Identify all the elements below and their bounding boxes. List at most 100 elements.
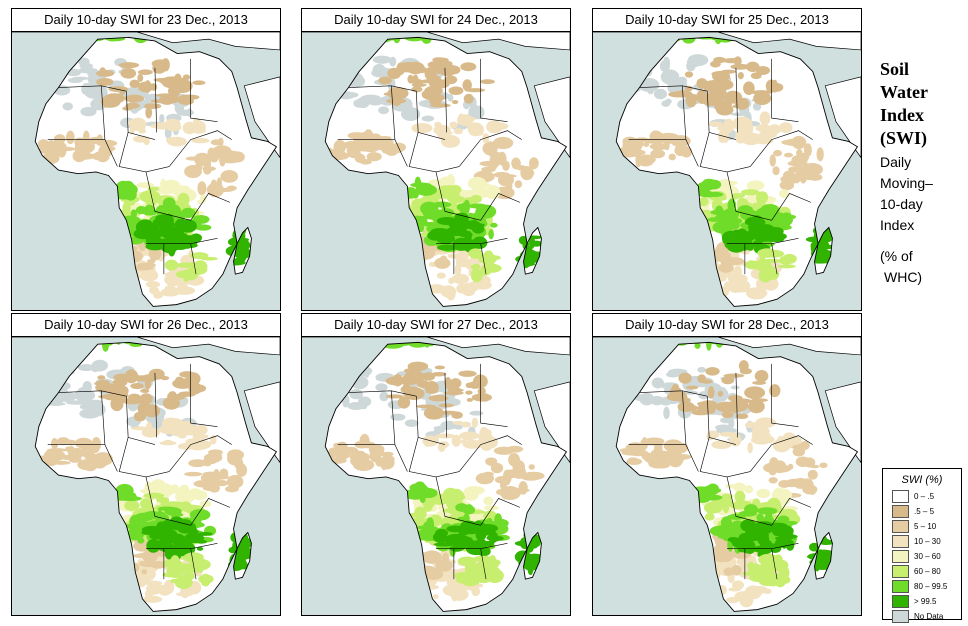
- swi-patch: [817, 549, 824, 557]
- country-border: [101, 85, 106, 140]
- swi-patch: [124, 500, 140, 511]
- swi-patch: [750, 390, 758, 400]
- swi-patch: [660, 70, 679, 85]
- swi-patch: [179, 501, 192, 512]
- swi-patch: [792, 446, 806, 457]
- swi-patch: [186, 108, 193, 117]
- swi-patch: [138, 560, 159, 568]
- swi-patch: [78, 67, 98, 74]
- swi-patch: [240, 547, 253, 560]
- swi-patch: [103, 93, 126, 104]
- africa-landmass: [616, 37, 858, 307]
- swi-patch: [425, 195, 439, 204]
- swi-patch: [182, 74, 191, 81]
- africa-coastline: [34, 341, 278, 612]
- swi-patch: [139, 393, 153, 405]
- swi-patch: [42, 454, 58, 460]
- swi-patch: [163, 439, 173, 446]
- swi-patch: [779, 180, 795, 191]
- swi-patch: [470, 194, 483, 204]
- swi-patch: [139, 375, 160, 381]
- swi-patch: [353, 98, 366, 108]
- swi-patch: [780, 517, 787, 522]
- swi-patch: [462, 79, 472, 91]
- swi-patch: [724, 96, 741, 101]
- swi-map-25-dec: [592, 31, 862, 311]
- swi-patch: [697, 374, 707, 384]
- swi-patch: [716, 104, 734, 116]
- swi-patch: [150, 124, 159, 129]
- europe-landmass: [302, 337, 570, 356]
- swi-patch: [177, 430, 188, 439]
- country-border: [391, 390, 396, 445]
- swi-patch: [368, 444, 385, 455]
- swi-patch: [347, 402, 366, 411]
- swi-patch: [372, 55, 392, 64]
- swi-patch: [438, 63, 457, 77]
- country-border: [749, 435, 813, 472]
- swi-patch: [772, 166, 780, 176]
- country-border: [480, 548, 487, 580]
- swi-field: [619, 342, 836, 608]
- swi-patch: [732, 116, 753, 131]
- swi-patch: [407, 74, 414, 84]
- swi-patch: [800, 478, 814, 492]
- swi-patch: [747, 399, 765, 414]
- swi-patch: [468, 248, 483, 259]
- map-panel-28-dec: Daily 10-day SWI for 28 Dec., 2013: [592, 313, 862, 616]
- swi-patch: [90, 37, 106, 42]
- swi-patch: [390, 413, 406, 421]
- swi-patch: [528, 157, 539, 170]
- swi-patch: [711, 440, 732, 450]
- swi-patch: [89, 410, 99, 417]
- swi-patch: [169, 204, 182, 219]
- swi-patch: [448, 86, 464, 95]
- swi-patch: [481, 442, 493, 451]
- swi-patch: [479, 393, 491, 402]
- swi-patch: [751, 426, 765, 438]
- swi-patch: [755, 124, 772, 132]
- swi-patch: [718, 263, 734, 273]
- swi-patch: [759, 111, 771, 126]
- country-border: [118, 132, 170, 173]
- swi-patch: [747, 442, 753, 454]
- swi-patch: [488, 229, 494, 240]
- swi-patch: [430, 499, 449, 505]
- subtitle-line: 10-day: [880, 196, 923, 212]
- swi-patch: [471, 417, 479, 428]
- swi-patch: [697, 366, 707, 373]
- country-border: [771, 243, 778, 275]
- swi-patch: [706, 483, 720, 496]
- swi-patch: [192, 80, 206, 86]
- country-border: [190, 498, 231, 526]
- swi-patch: [102, 342, 110, 352]
- swi-patch: [449, 513, 458, 522]
- swi-patch: [699, 400, 718, 411]
- swi-patch: [112, 378, 128, 387]
- country-border: [391, 85, 396, 140]
- swi-patch: [160, 376, 170, 381]
- swi-patch: [412, 74, 419, 88]
- swi-patch: [145, 281, 161, 288]
- swi-patch: [451, 434, 461, 447]
- legend: SWI (%) 0 – .5 .5 – 5 5 – 10 10 – 30 30 – 60…: [882, 468, 962, 623]
- swi-patch: [115, 342, 122, 345]
- swi-patch: [346, 145, 358, 156]
- swi-patch: [142, 552, 156, 558]
- arabia-landmass: [533, 381, 570, 464]
- swi-patch: [431, 209, 440, 223]
- swi-patch: [502, 160, 510, 171]
- country-border: [735, 67, 739, 133]
- swi-patch: [410, 182, 432, 188]
- swi-patch: [730, 385, 740, 390]
- swi-patch: [228, 258, 244, 266]
- swi-patch: [628, 378, 638, 388]
- arabia-landmass: [533, 76, 570, 159]
- swi-patch: [787, 436, 803, 445]
- swi-patch: [146, 538, 161, 553]
- swi-patch: [745, 61, 760, 73]
- swi-patch: [698, 197, 709, 207]
- title-line: Soil: [880, 59, 910, 79]
- country-border: [735, 372, 739, 438]
- swi-patch: [703, 551, 719, 559]
